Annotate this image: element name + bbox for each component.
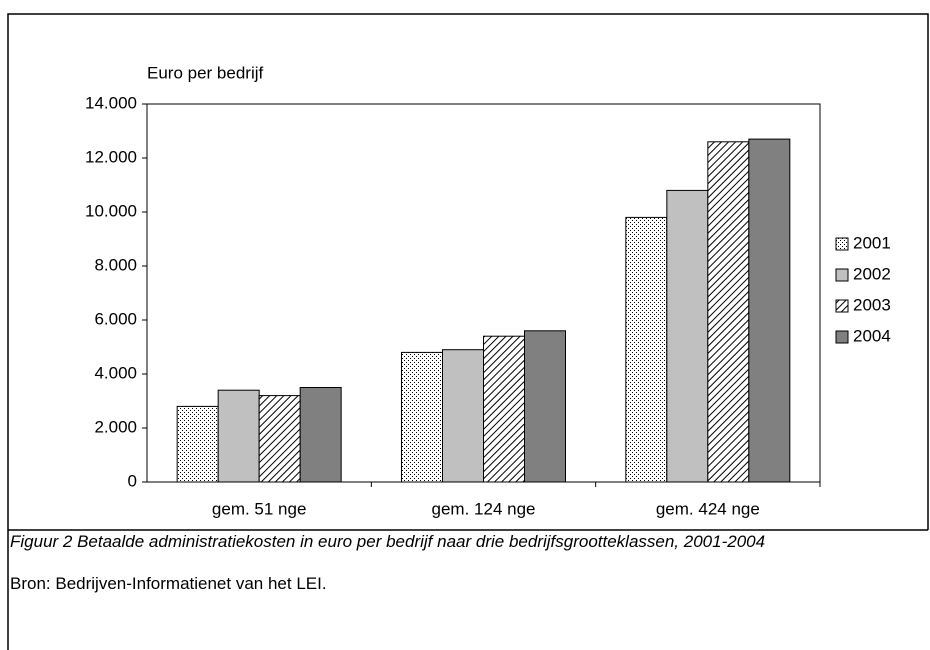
bar: [707, 141, 750, 483]
bar: [483, 335, 525, 483]
bar: [625, 216, 668, 483]
legend-label: 2002: [853, 264, 891, 283]
bar: [442, 349, 484, 483]
legend-label: 2001: [853, 233, 891, 252]
legend-label: 2004: [853, 326, 891, 345]
y-tick-label: 10.000: [85, 201, 137, 220]
y-tick-label: 0: [128, 471, 137, 490]
bar: [401, 351, 443, 483]
legend-swatch: [835, 330, 849, 344]
legend-label: 2003: [853, 295, 891, 314]
x-tick-label: gem. 124 nge: [432, 499, 536, 518]
y-axis-label: Euro per bedrijf: [147, 63, 264, 82]
bar: [748, 138, 791, 483]
y-tick-label: 14.000: [85, 93, 137, 112]
y-tick-label: 12.000: [85, 147, 137, 166]
x-tick-label: gem. 51 nge: [212, 499, 307, 518]
source: Bron: Bedrijven-Informatienet van het LE…: [10, 574, 327, 593]
frame: [7, 13, 929, 650]
legend-swatch: [835, 237, 849, 251]
y-tick-label: 4.000: [94, 363, 137, 382]
bar: [666, 189, 709, 483]
bar: [258, 395, 301, 483]
caption: Figuur 2 Betaalde administratiekosten in…: [10, 532, 766, 551]
bar: [524, 330, 566, 483]
y-tick-label: 2.000: [94, 417, 137, 436]
legend-swatch: [835, 268, 849, 282]
y-tick-label: 8.000: [94, 255, 137, 274]
bar: [176, 405, 219, 483]
x-tick-label: gem. 424 nge: [656, 499, 760, 518]
bar: [299, 387, 342, 483]
y-tick-label: 6.000: [94, 309, 137, 328]
bar: [217, 389, 260, 483]
legend-swatch: [835, 299, 849, 313]
